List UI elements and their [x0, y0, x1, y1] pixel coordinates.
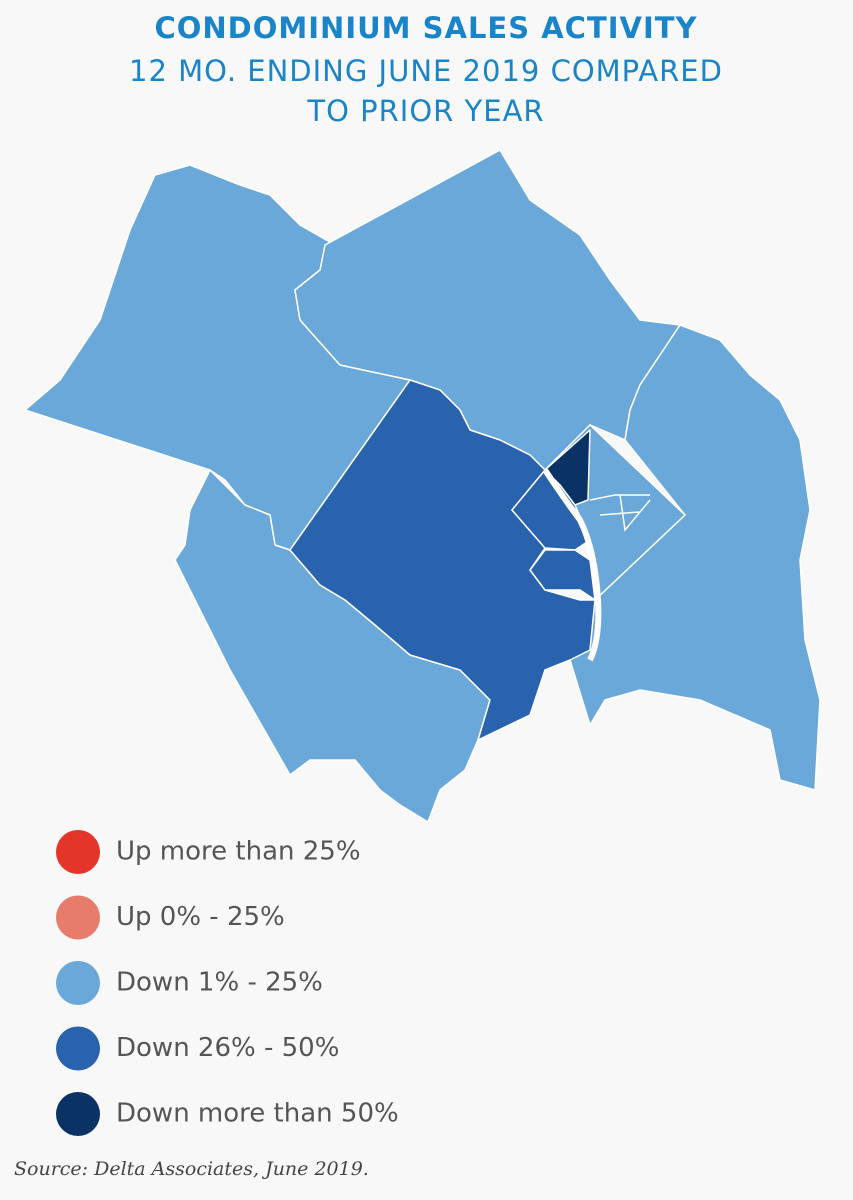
- region: [544, 429, 591, 506]
- legend-label: Up more than 25%: [116, 837, 361, 867]
- river: [542, 468, 602, 662]
- legend-swatch: [56, 830, 100, 874]
- boundary: [589, 494, 651, 532]
- legend-swatch: [56, 1092, 100, 1136]
- legend-swatch: [56, 895, 100, 940]
- legend-label: Down 26% - 50%: [116, 1033, 339, 1063]
- subtitle: 12 MO. ENDING JUNE 2019 COMPARED: [129, 54, 723, 88]
- legend-label: Down 1% - 25%: [116, 968, 323, 998]
- map: [24, 149, 821, 823]
- source: Source: Delta Associates, June 2019.: [14, 1158, 369, 1180]
- legend-swatch: [56, 1026, 100, 1071]
- legend-swatch: [56, 961, 100, 1005]
- subtitle: TO PRIOR YEAR: [306, 94, 544, 128]
- legend-label: Down more than 50%: [116, 1099, 399, 1129]
- legend: Up more than 25% Up 0% - 25% Down 1% - 25%…: [56, 830, 399, 1136]
- title: CONDOMINIUM SALES ACTIVITY: [154, 11, 697, 45]
- legend-label: Up 0% - 25%: [116, 902, 285, 932]
- region: [529, 549, 596, 601]
- region: [569, 324, 821, 791]
- region: [289, 379, 596, 741]
